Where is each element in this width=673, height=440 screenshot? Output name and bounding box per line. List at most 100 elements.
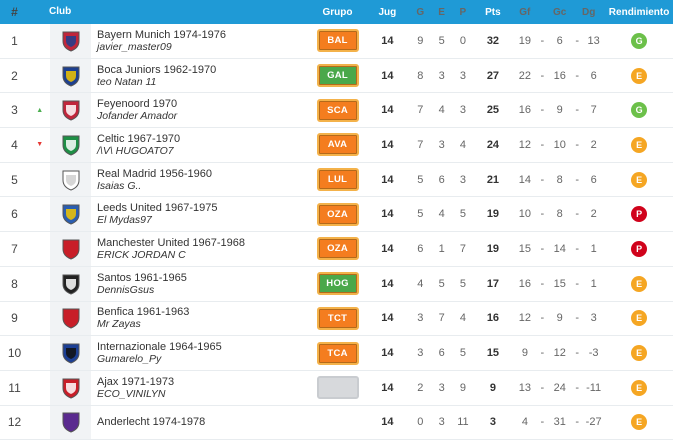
club-name[interactable]: Leeds United 1967-1975: [97, 202, 218, 215]
club-name[interactable]: Manchester United 1967-1968: [97, 236, 245, 249]
table-row[interactable]: 8 Santos 1961-1965 DennisGsus HOG 14 4 5 5 17 16-…: [0, 266, 673, 302]
club-name[interactable]: Internazionale 1964-1965: [97, 341, 222, 354]
points: 3: [489, 416, 496, 429]
club-cell[interactable]: Santos 1961-1965 DennisGsus: [91, 272, 310, 296]
group-badge[interactable]: GAL: [316, 64, 359, 88]
manager-name[interactable]: DennisGsus: [97, 283, 155, 296]
header-gc[interactable]: Gc: [553, 6, 567, 18]
manager-name[interactable]: Gumarelo_Py: [97, 353, 162, 366]
group-badge[interactable]: OZA: [316, 202, 359, 226]
group-badge[interactable]: TCA: [316, 341, 359, 365]
lost: 5: [459, 347, 466, 360]
header-e[interactable]: E: [438, 6, 445, 18]
manager-name[interactable]: javier_master09: [97, 40, 172, 53]
table-row[interactable]: 3 ▲ Feyenoord 1970 Jofander Amador SCA 14 7 4 3 2…: [0, 93, 673, 129]
group-badge[interactable]: AVA: [316, 133, 359, 157]
club-shield-icon: [50, 301, 91, 336]
header-dg[interactable]: Dg: [582, 6, 596, 18]
club-name[interactable]: Real Madrid 1956-1960: [97, 167, 212, 180]
header-jug[interactable]: Jug: [378, 6, 397, 18]
goals-against: 9: [556, 312, 563, 325]
club-name[interactable]: Boca Juniors 1962-1970: [97, 63, 217, 76]
group-badge[interactable]: BAL: [316, 29, 359, 53]
performance-cell: G: [605, 32, 673, 49]
performance-badge: E: [631, 136, 648, 153]
club-shield-icon: [50, 197, 91, 232]
header-club[interactable]: Club: [49, 6, 72, 17]
won: 2: [417, 381, 424, 394]
played: 14: [381, 104, 394, 117]
club-name[interactable]: Santos 1961-1965: [97, 271, 187, 284]
won: 3: [417, 347, 424, 360]
table-row[interactable]: 12 Anderlecht 1974-1978 14 0 3 11 3 4-31- -27 E: [0, 405, 673, 440]
goals-for: 16: [518, 104, 531, 117]
won: 9: [417, 34, 424, 47]
group-badge[interactable]: LUL: [316, 168, 359, 192]
goal-difference: 6: [590, 173, 597, 186]
header-p[interactable]: P: [459, 6, 467, 18]
goal-difference: 6: [590, 69, 597, 82]
club-cell[interactable]: Benfica 1961-1963 Mr Zayas: [91, 306, 310, 330]
table-row[interactable]: 10 Internazionale 1964-1965 Gumarelo_Py TCA…: [0, 336, 673, 371]
manager-name[interactable]: ECO_VINILYN: [97, 387, 166, 400]
performance-cell: E: [605, 275, 673, 292]
separator: -: [575, 104, 579, 117]
performance-badge: E: [631, 345, 648, 362]
group-cell: LUL: [310, 168, 365, 192]
club-cell[interactable]: Anderlecht 1974-1978: [91, 416, 310, 428]
group-badge[interactable]: TCT: [316, 306, 359, 330]
manager-name[interactable]: Mr Zayas: [97, 318, 141, 331]
separator: -: [540, 277, 545, 290]
table-row[interactable]: 7 Manchester United 1967-1968 ERICK JORDAN…: [0, 232, 673, 267]
club-cell[interactable]: Bayern Munich 1974-1976 javier_master09: [91, 29, 310, 53]
lost: 4: [459, 312, 466, 325]
club-name[interactable]: Anderlecht 1974-1978: [97, 416, 206, 429]
header-pts[interactable]: Pts: [485, 6, 501, 18]
table-row[interactable]: 1 Bayern Munich 1974-1976 javier_master09 B…: [0, 24, 673, 59]
group-badge[interactable]: OZA: [316, 237, 359, 261]
table-row[interactable]: 4 ▼ Celtic 1967-1970/\V\ HUGOATO7 AVA 14 7 3 4 2…: [0, 128, 673, 163]
table-row[interactable]: 2 Boca Juniors 1962-1970 teo Natan 11 GAL 14…: [0, 58, 673, 94]
club-shield-icon: [50, 336, 91, 370]
manager-name[interactable]: teo Natan 11: [97, 75, 157, 88]
played: 14: [381, 173, 394, 186]
table-row[interactable]: 5 Real Madrid 1956-1960 Isaias G.. LUL 14 5 6 3…: [0, 162, 673, 198]
manager-name[interactable]: /\V\ HUGOATO7: [97, 144, 174, 157]
club-cell[interactable]: Real Madrid 1956-1960 Isaias G..: [91, 168, 310, 192]
club-name[interactable]: Feyenoord 1970: [97, 98, 178, 111]
manager-name[interactable]: Jofander Amador: [97, 110, 178, 123]
header-rendimiento[interactable]: Rendimiento: [608, 6, 670, 18]
position: 7: [11, 241, 18, 256]
table-row[interactable]: 6 Leeds United 1967-1975 El Mydas97 OZA 14 5 4…: [0, 197, 673, 233]
manager-name[interactable]: El Mydas97: [97, 214, 152, 227]
club-cell[interactable]: Leeds United 1967-1975 El Mydas97: [91, 202, 310, 226]
goal-difference: -27: [585, 416, 602, 429]
manager-name[interactable]: ERICK JORDAN C: [97, 248, 186, 261]
table-row[interactable]: 9 Benfica 1961-1963 Mr Zayas TCT 14 3 7 4 16 12-9…: [0, 301, 673, 337]
club-name[interactable]: Celtic 1967-1970: [97, 132, 181, 145]
club-cell[interactable]: Manchester United 1967-1968 ERICK JORDAN …: [91, 237, 310, 261]
club-cell[interactable]: Internazionale 1964-1965 Gumarelo_Py: [91, 341, 310, 365]
separator: -: [575, 312, 579, 325]
club-name[interactable]: Benfica 1961-1963: [97, 306, 190, 319]
club-name[interactable]: Ajax 1971-1973: [97, 375, 175, 388]
club-cell[interactable]: Boca Juniors 1962-1970 teo Natan 11: [91, 64, 310, 88]
position: 2: [11, 68, 18, 83]
separator: -: [540, 104, 545, 117]
position: 5: [11, 172, 18, 187]
club-name[interactable]: Bayern Munich 1974-1976: [97, 28, 227, 41]
played: 14: [381, 347, 394, 360]
club-cell[interactable]: Celtic 1967-1970/\V\ HUGOATO7: [91, 133, 310, 157]
played: 14: [381, 208, 394, 221]
header-grupo[interactable]: Grupo: [322, 6, 353, 18]
table-row[interactable]: 11 Ajax 1971-1973 ECO_VINILYN 14 2 3 9 9 13-24- -…: [0, 370, 673, 406]
goals-for: 19: [518, 34, 531, 47]
header-gf[interactable]: Gf: [519, 6, 531, 18]
manager-name[interactable]: Isaias G..: [97, 179, 142, 192]
header-g[interactable]: G: [416, 6, 425, 18]
club-cell[interactable]: Ajax 1971-1973 ECO_VINILYN: [91, 376, 310, 400]
club-cell[interactable]: Feyenoord 1970 Jofander Amador: [91, 98, 310, 122]
group-badge[interactable]: HOG: [316, 272, 359, 296]
performance-badge: E: [631, 275, 648, 292]
group-badge[interactable]: SCA: [316, 98, 359, 122]
